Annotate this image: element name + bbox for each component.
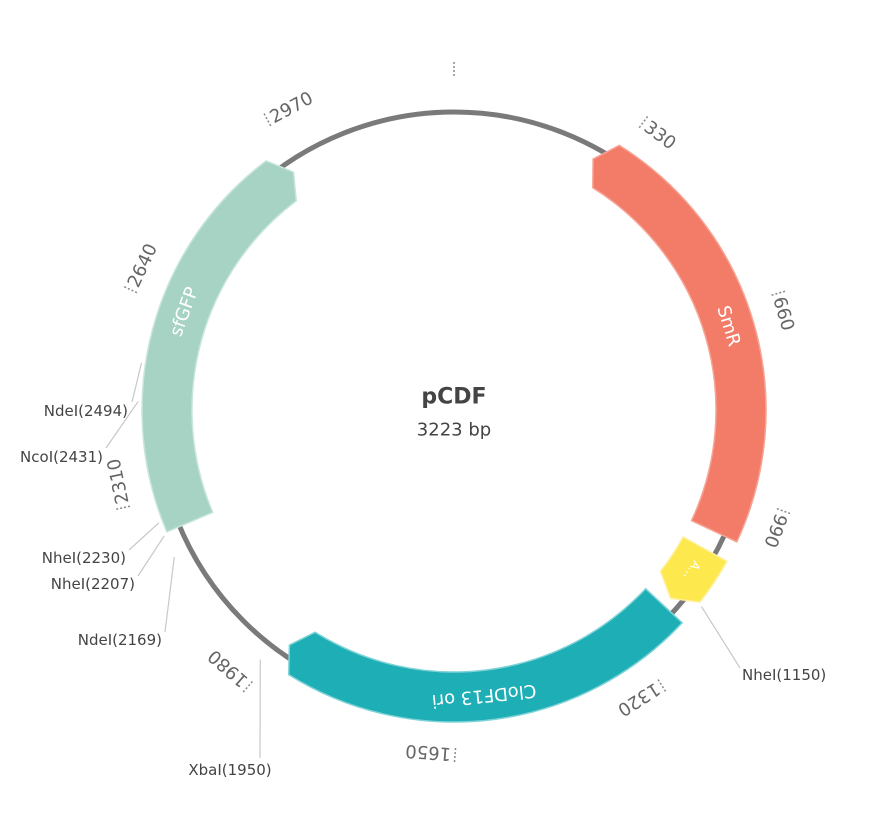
tick-label: 660	[768, 294, 798, 333]
tick-label: 330	[640, 117, 680, 154]
tick-label: 1980	[204, 645, 252, 691]
tick: 1980	[204, 645, 255, 693]
tick-label: 2970	[266, 88, 316, 128]
site-leader	[164, 556, 175, 633]
feature-arc	[592, 144, 767, 543]
tick: 2640	[123, 240, 162, 295]
site-label: NdeI(2494)	[44, 402, 128, 420]
tick-mark	[263, 113, 273, 129]
tick: 2970	[263, 88, 317, 129]
site-label: NheI(2207)	[51, 575, 135, 593]
site-label: NdeI(2169)	[78, 631, 162, 649]
site-label: NcoI(2431)	[20, 448, 103, 466]
site-label: NheI(2230)	[42, 549, 126, 567]
tick: 1320	[614, 677, 667, 720]
tick-label: 2640	[124, 240, 162, 290]
tick-mark	[242, 679, 255, 693]
tick-label: 990	[759, 511, 791, 551]
tick: 990	[759, 507, 791, 551]
site-leader	[137, 535, 165, 577]
site-leader	[700, 606, 741, 669]
tick: 330	[637, 116, 680, 154]
tick-label: 1650	[405, 740, 452, 764]
tick: 1650	[405, 740, 457, 764]
feature-arc	[141, 159, 298, 533]
tick-label: 2310	[103, 457, 133, 506]
site-leader	[131, 362, 143, 403]
site-leader	[128, 522, 160, 551]
feature-arc	[659, 535, 728, 603]
plasmid-length: 3223 bp	[417, 420, 491, 441]
tick-mark	[116, 505, 133, 510]
tick-label: 1320	[614, 678, 664, 720]
site-label: NheI(1150)	[742, 666, 826, 684]
tick-mark	[123, 286, 140, 295]
site-leader	[105, 401, 139, 449]
feature-arc	[287, 587, 684, 723]
plasmid-name: pCDF	[421, 385, 486, 410]
site-label: XbaI(1950)	[188, 761, 271, 779]
tick-mark	[769, 290, 786, 297]
tick-mark	[453, 746, 457, 763]
tick: 2310	[103, 457, 133, 510]
tick: 660	[768, 290, 798, 333]
